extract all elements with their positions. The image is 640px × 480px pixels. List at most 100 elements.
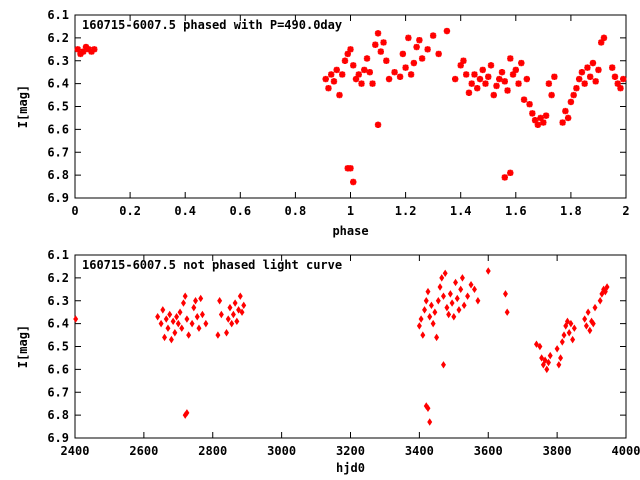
data-point <box>460 57 467 64</box>
data-point <box>581 80 588 87</box>
x-tick-label: 0.4 <box>174 204 196 218</box>
x-tick-label: 1.6 <box>505 204 527 218</box>
data-point <box>158 319 164 328</box>
data-point <box>451 313 457 321</box>
data-point <box>420 331 426 339</box>
data-point <box>350 62 357 69</box>
data-point <box>170 317 176 326</box>
data-point <box>600 34 608 42</box>
data-point <box>444 303 450 312</box>
data-point <box>526 101 533 108</box>
data-point <box>457 62 464 69</box>
data-point <box>430 319 436 328</box>
data-point <box>614 80 621 87</box>
data-point <box>194 313 200 321</box>
data-point <box>177 308 183 316</box>
data-point <box>413 43 420 51</box>
data-point <box>542 112 550 119</box>
x-tick-label: 1.4 <box>450 204 472 218</box>
data-point <box>504 87 511 94</box>
data-point <box>160 306 166 314</box>
data-point <box>428 301 434 310</box>
data-point <box>512 66 519 74</box>
data-point <box>175 319 181 328</box>
data-point <box>330 78 338 85</box>
data-point <box>547 351 553 360</box>
data-point <box>534 121 542 128</box>
y-tick-label: 6.1 <box>47 8 69 22</box>
data-point <box>432 308 438 316</box>
y-tick-label: 6.7 <box>47 385 69 399</box>
x-tick-label: 3800 <box>543 444 572 458</box>
data-point <box>236 306 242 314</box>
data-point <box>425 404 431 412</box>
data-point <box>224 329 230 337</box>
y-tick-label: 6.6 <box>47 122 69 136</box>
data-point <box>531 117 539 124</box>
data-point <box>476 75 484 83</box>
data-point <box>410 59 418 67</box>
data-point <box>234 317 240 326</box>
data-point <box>416 322 422 330</box>
data-point <box>405 34 412 42</box>
data-point <box>573 85 580 92</box>
data-point <box>502 290 508 298</box>
data-point <box>155 313 161 321</box>
data-point <box>407 71 415 78</box>
y-tick-label: 6.1 <box>47 248 69 262</box>
data-point <box>465 89 473 96</box>
data-point <box>515 80 522 87</box>
x-axis-label: phase <box>332 224 368 238</box>
data-point <box>487 62 495 69</box>
unphased-light-curve-panel: 2400 2600 2800 3000 3200 3400 3600 3800 4000 6.1 6… <box>16 248 640 475</box>
data-point <box>451 75 459 83</box>
data-point <box>328 71 335 78</box>
data-point <box>465 292 471 300</box>
data-point <box>585 308 591 316</box>
data-point <box>350 178 357 186</box>
data-point <box>361 66 368 74</box>
data-point <box>74 46 81 53</box>
data-point <box>369 80 376 87</box>
data-point <box>182 292 188 300</box>
data-point <box>325 85 332 92</box>
data-point <box>372 41 379 48</box>
data-point <box>391 68 398 76</box>
data-point <box>463 71 470 78</box>
data-point <box>554 345 560 353</box>
data-point <box>215 331 221 339</box>
y-tick-label: 6.2 <box>47 271 69 285</box>
data-point <box>352 75 360 83</box>
plot-frame <box>74 254 627 439</box>
data-point <box>498 68 506 76</box>
data-point <box>435 50 442 58</box>
data-point <box>339 71 346 78</box>
data-point <box>561 331 567 339</box>
y-tick-label: 6.9 <box>47 431 69 445</box>
data-point <box>599 290 605 298</box>
data-point <box>564 317 570 326</box>
data-point <box>427 418 433 426</box>
data-point <box>546 358 551 367</box>
data-point <box>383 57 390 64</box>
data-point <box>423 297 429 305</box>
x-tick-label: 4000 <box>612 444 640 458</box>
x-tick-label: 3000 <box>267 444 296 458</box>
data-point <box>551 73 558 80</box>
data-point <box>611 73 619 80</box>
data-point <box>442 269 448 278</box>
data-point <box>456 306 462 314</box>
data-point <box>567 98 575 106</box>
x-axis-label: hjd0 <box>336 461 365 475</box>
data-point <box>598 39 605 46</box>
data-point <box>396 73 404 80</box>
data-point <box>479 66 486 74</box>
data-point <box>449 299 455 307</box>
data-point <box>556 361 562 369</box>
data-point <box>566 329 572 337</box>
data-point <box>165 324 171 332</box>
y-tick-label: 6.3 <box>47 294 69 308</box>
x-tick-label: 3200 <box>336 444 365 458</box>
data-point <box>490 91 497 99</box>
